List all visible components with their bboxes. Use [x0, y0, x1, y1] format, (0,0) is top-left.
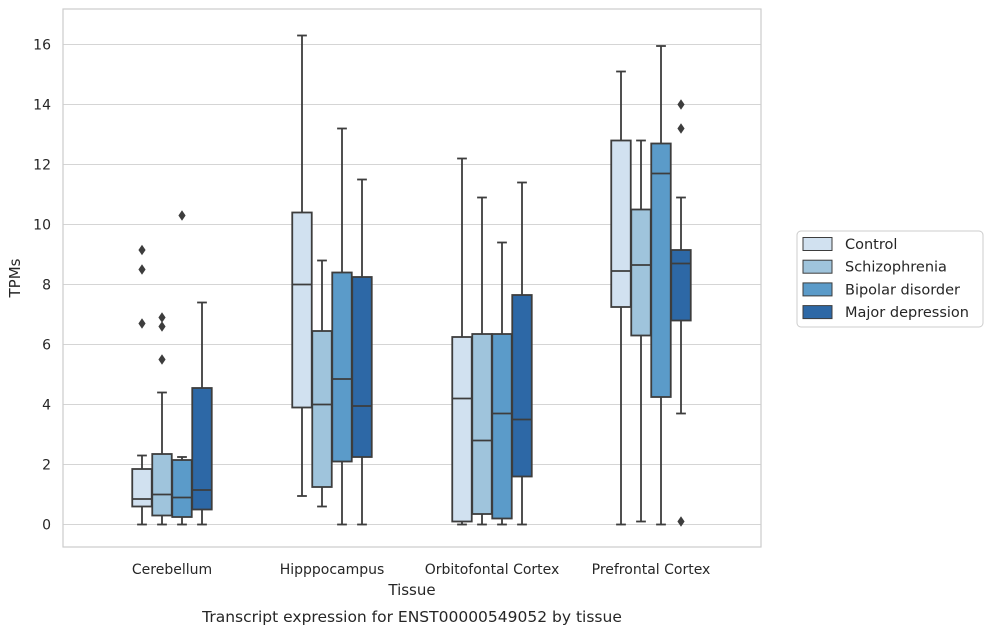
boxes	[131, 34, 692, 527]
y-tick-label: 2	[42, 458, 51, 474]
outlier-point	[178, 210, 186, 221]
outlier-point	[677, 99, 685, 110]
box-control	[610, 70, 632, 526]
legend-swatch	[802, 259, 833, 274]
box-iqr	[311, 330, 333, 488]
outlier-point	[138, 318, 146, 329]
outlier-point	[138, 244, 146, 256]
y-tick-label: 10	[33, 218, 51, 234]
outlier-point	[158, 312, 166, 323]
box-bipolar-disorder	[650, 45, 672, 526]
box-iqr	[351, 276, 373, 458]
x-tick-label: Cerebellum	[132, 562, 212, 578]
box-schizophrenia	[471, 196, 493, 526]
y-tick-labels: 0 2 4 6 8 10 12 14 16	[33, 38, 51, 534]
box-major-depression	[351, 178, 373, 526]
y-tick-label: 8	[42, 278, 51, 294]
box-iqr	[610, 139, 632, 308]
y-tick-label: 12	[33, 158, 51, 174]
legend-frame	[796, 230, 984, 328]
box-major-depression	[191, 301, 213, 526]
box-control	[291, 34, 313, 497]
x-tick-label: Orbitofontal Cortex	[425, 562, 560, 578]
legend-swatch	[802, 282, 833, 297]
box-major-depression	[670, 99, 692, 527]
chart-title: Transcript expression for ENST0000054905…	[201, 608, 622, 626]
box-iqr	[191, 387, 213, 511]
box-control	[131, 454, 153, 526]
y-tick-label: 0	[42, 518, 51, 534]
x-tick-label: Prefrontal Cortex	[592, 562, 711, 578]
box-iqr	[171, 459, 193, 518]
y-tick-label: 14	[33, 98, 51, 114]
box-iqr	[451, 336, 473, 523]
legend-label: Major depression	[845, 305, 969, 321]
y-tick-label: 6	[42, 338, 51, 354]
x-axis-label: Tissue	[387, 581, 435, 599]
box-control	[451, 157, 473, 526]
box-iqr	[131, 468, 153, 508]
x-tick-label: Hipppocampus	[280, 562, 385, 578]
plot-frame	[62, 8, 762, 548]
legend: Control Schizophrenia Bipolar disorder Majo…	[796, 230, 984, 328]
outlier-point	[138, 264, 146, 275]
outlier-point	[677, 123, 685, 134]
legend-label: Schizophrenia	[845, 260, 947, 276]
y-tick-label: 16	[33, 38, 51, 54]
box-iqr	[511, 294, 533, 478]
box-iqr	[151, 453, 173, 517]
box-major-depression	[511, 181, 533, 526]
y-axis-label: TPMs	[6, 258, 24, 298]
x-tick-labels: Cerebellum Hipppocampus Orbitofontal Corte…	[132, 562, 710, 578]
box-bipolar-disorder	[171, 210, 193, 526]
box-schizophrenia	[311, 259, 333, 508]
box-iqr	[491, 333, 513, 520]
box-iqr	[331, 271, 353, 463]
y-tick-label: 4	[42, 398, 51, 414]
legend-label: Bipolar disorder	[845, 282, 960, 298]
legend-swatch	[802, 237, 833, 251]
box-iqr	[670, 249, 692, 322]
box-schizophrenia	[151, 312, 173, 526]
box-iqr	[291, 211, 313, 409]
legend-label: Control	[845, 237, 897, 253]
legend-swatch	[802, 305, 833, 320]
box-iqr	[650, 142, 672, 398]
outlier-point	[677, 516, 685, 527]
outlier-point	[158, 321, 166, 332]
outlier-point	[158, 354, 166, 365]
box-iqr	[630, 208, 652, 337]
box-bipolar-disorder	[331, 127, 353, 526]
box-iqr	[471, 333, 493, 515]
